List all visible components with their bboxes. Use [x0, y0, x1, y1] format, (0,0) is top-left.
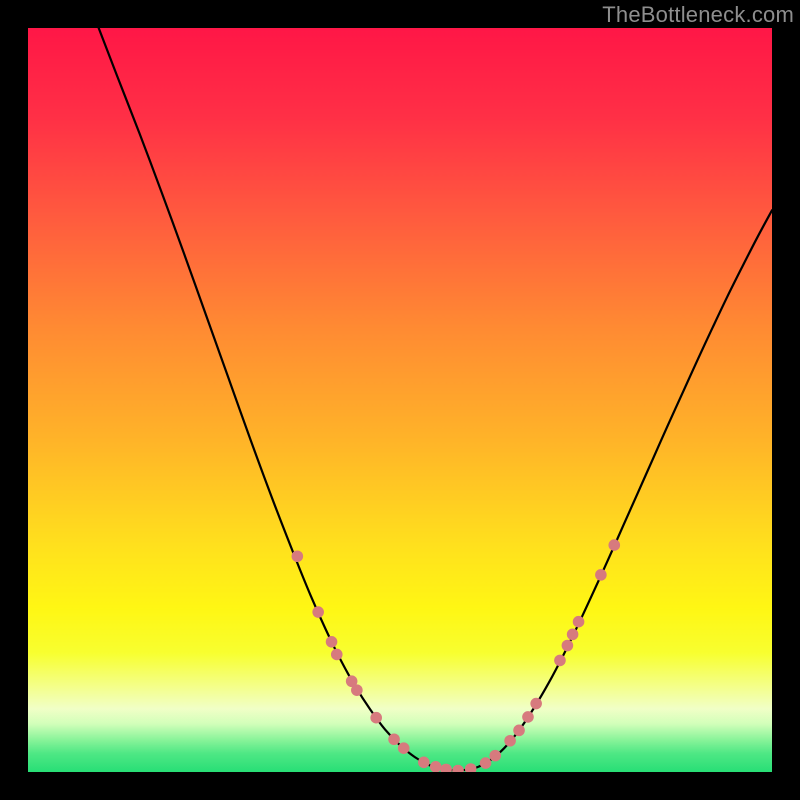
highlight-dot: [370, 712, 382, 724]
watermark-text: TheBottleneck.com: [602, 2, 794, 28]
highlight-dot: [398, 742, 410, 754]
highlight-dot: [440, 764, 452, 772]
highlight-dot: [573, 616, 585, 628]
highlight-dot: [522, 711, 534, 723]
highlight-dot: [452, 765, 464, 772]
curve-left-arm: [99, 28, 460, 771]
highlight-dot: [562, 640, 574, 652]
highlight-dot: [418, 757, 430, 769]
highlight-dot: [567, 629, 579, 641]
highlight-dot: [554, 655, 566, 667]
curve-plot: [28, 28, 772, 772]
highlight-dot: [608, 539, 620, 551]
highlight-dot: [530, 698, 542, 710]
highlight-dot: [312, 606, 324, 618]
highlight-dot: [595, 569, 607, 581]
curve-right-arm: [460, 210, 772, 770]
highlight-dot: [331, 649, 343, 661]
highlight-dot: [480, 757, 492, 769]
highlight-dot: [430, 761, 442, 772]
highlight-dot: [292, 550, 304, 562]
highlight-dots-group: [292, 539, 621, 772]
highlight-dot: [465, 763, 477, 772]
highlight-dot: [513, 725, 525, 737]
highlight-dot: [504, 735, 516, 747]
highlight-dot: [388, 733, 400, 745]
highlight-dot: [351, 684, 363, 696]
highlight-dot: [326, 636, 338, 648]
highlight-dot: [489, 750, 501, 762]
outer-frame: [0, 0, 800, 800]
